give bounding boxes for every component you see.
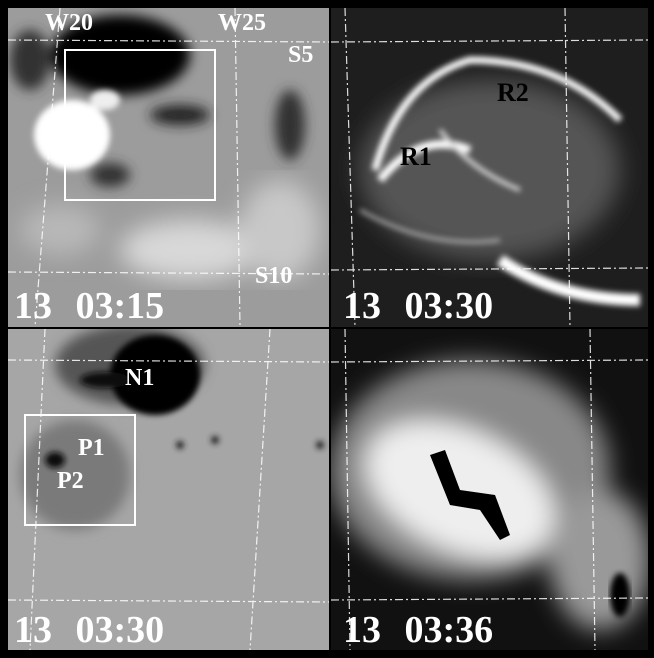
timestamp: 13 03:30 — [14, 609, 164, 651]
panel-magnetogram-1: W20 W25 S5 S10 13 03:15 — [8, 8, 329, 327]
panel-euv-1: R1 R2 13 03:30 — [331, 8, 648, 327]
panel-magnetogram-2: N1 P1 P2 13 03:30 — [8, 329, 329, 651]
timestamp: 13 03:36 — [343, 609, 493, 651]
label: R1 — [400, 142, 432, 171]
label: P2 — [57, 468, 84, 494]
label: S5 — [288, 42, 313, 68]
label: W25 — [218, 10, 266, 36]
timestamp: 13 03:15 — [14, 285, 164, 327]
label: N1 — [125, 365, 154, 391]
label: R2 — [497, 78, 529, 107]
timestamp: 13 03:30 — [343, 285, 493, 327]
label: P1 — [78, 435, 105, 461]
label: S10 — [255, 263, 292, 289]
label: W20 — [45, 10, 93, 36]
panel-flare: 13 03:36 — [331, 329, 648, 651]
